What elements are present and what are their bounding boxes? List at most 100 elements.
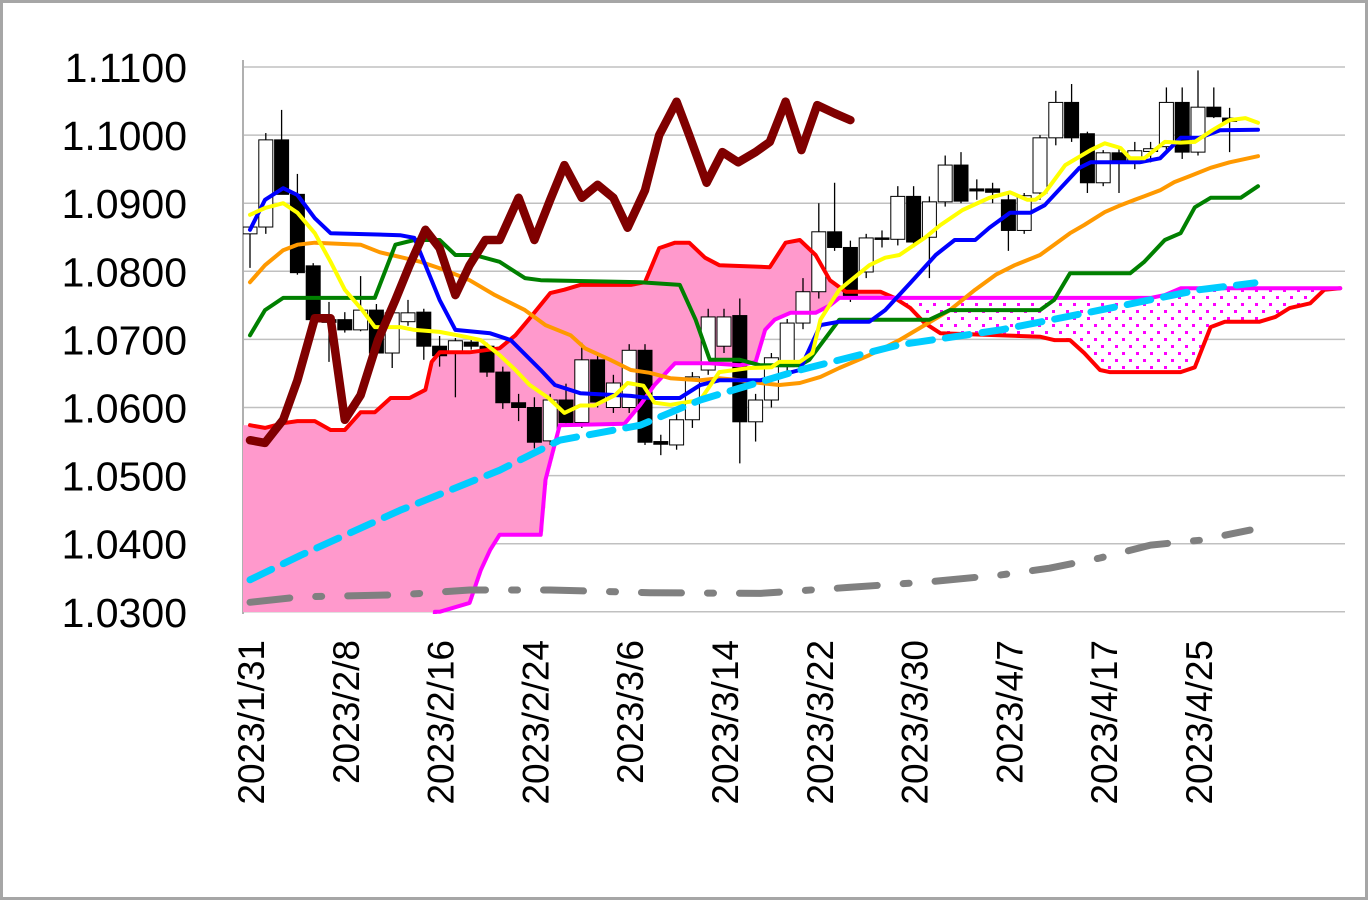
candle-bullish [716, 316, 732, 347]
cloud-bullish-slice [409, 397, 412, 612]
cloud-bullish-slice [465, 352, 468, 605]
cloud-bullish-slice [259, 426, 262, 612]
cloud-bearish-slice [1165, 295, 1168, 373]
cloud-bullish-slice [551, 292, 554, 459]
candle-bearish [969, 188, 985, 192]
candle-bearish [1079, 133, 1095, 184]
cloud-bearish-slice [1169, 293, 1172, 373]
cloud-bullish-slice [319, 423, 322, 612]
cloud-bearish-slice [1159, 296, 1162, 373]
cloud-bullish-slice [387, 401, 390, 612]
y-tick-label: 1.0600 [62, 386, 187, 432]
cloud-bullish-slice [803, 242, 806, 313]
cloud-bearish-slice [1035, 297, 1038, 337]
cloud-bullish-slice [651, 267, 654, 390]
cloud-bullish-slice [703, 255, 706, 364]
cloud-bearish-slice [1099, 297, 1102, 369]
cloud-bullish-slice [583, 284, 586, 425]
cloud-bullish-slice [331, 429, 334, 612]
cloud-bullish-slice [439, 353, 442, 612]
cloud-bullish-slice [461, 352, 464, 606]
cloud-bearish-slice [905, 297, 908, 305]
cloud-bearish-slice [1005, 297, 1008, 336]
cloud-bullish-slice [431, 364, 434, 612]
cloud-bearish-slice [1039, 297, 1042, 337]
cloud-bullish-slice [445, 352, 448, 611]
cloud-bullish-slice [797, 240, 800, 313]
cloud-bearish-slice [947, 297, 950, 334]
candle-bearish [337, 319, 353, 331]
cloud-bullish-slice [251, 425, 254, 612]
candle-bullish [937, 164, 953, 203]
cloud-bullish-slice [877, 291, 880, 298]
cloud-bullish-slice [593, 284, 596, 425]
candle-bearish [953, 164, 969, 202]
cloud-bullish-slice [335, 429, 338, 612]
cloud-bearish-slice [949, 297, 952, 334]
cloud-bullish-slice [561, 290, 564, 426]
cloud-bearish-slice [1147, 297, 1150, 373]
cloud-bullish-slice [731, 265, 734, 365]
cloud-bearish-slice [1155, 297, 1158, 373]
cloud-bearish-slice [1161, 295, 1164, 373]
cloud-bullish-slice [831, 280, 834, 305]
cloud-bearish-slice [1315, 288, 1318, 299]
cloud-bullish-slice [485, 350, 488, 561]
cloud-bearish-slice [1225, 288, 1228, 322]
cloud-bullish-slice [511, 338, 514, 535]
x-tick-label: 2023/4/17 [1084, 640, 1125, 805]
cloud-bullish-slice [725, 265, 728, 365]
cloud-bullish-slice [351, 423, 354, 612]
cloud-bearish-slice [1179, 289, 1182, 373]
cloud-bearish-slice [1111, 297, 1114, 373]
cloud-bearish-slice [923, 297, 926, 322]
cloud-bullish-slice [619, 284, 622, 424]
cloud-bullish-slice [665, 246, 668, 374]
cloud-bullish-slice [663, 246, 666, 376]
cloud-bearish-slice [987, 297, 990, 335]
cloud-bearish-slice [1187, 288, 1190, 370]
candle-bullish [795, 291, 811, 324]
cloud-bearish-slice [1149, 297, 1152, 373]
cloud-bullish-slice [791, 241, 794, 313]
x-tick-label: 2023/2/8 [326, 640, 367, 784]
cloud-bearish-slice [983, 297, 986, 335]
cloud-bullish-slice [299, 421, 302, 612]
cloud-bullish-slice [289, 422, 292, 612]
cloud-bearish-slice [975, 297, 978, 335]
candle-bearish [653, 441, 669, 445]
indicator-lines [245, 97, 1343, 614]
cloud-bullish-slice [785, 243, 788, 316]
cloud-bearish-slice [1285, 288, 1288, 311]
cloud-bullish-slice [771, 265, 774, 324]
cloud-bearish-slice [1013, 297, 1016, 336]
cloud-bullish-slice [795, 240, 798, 313]
cloud-bearish-slice [907, 297, 910, 306]
cloud-bearish-slice [957, 297, 960, 334]
cloud-bullish-slice [641, 282, 644, 404]
cloud-bearish-slice [1113, 297, 1116, 373]
cloud-bearish-slice [997, 297, 1000, 336]
cloud-bullish-slice [371, 412, 374, 612]
cloud-bearish-slice [1231, 288, 1234, 322]
cloud-bullish-slice [365, 412, 368, 612]
cloud-bullish-slice [633, 284, 636, 414]
cloud-bullish-slice [591, 284, 594, 425]
cloud-bearish-slice [1037, 297, 1040, 337]
cloud-bullish-slice [873, 291, 876, 298]
cloud-bullish-slice [773, 262, 776, 322]
cloud-bullish-slice [373, 412, 376, 612]
cloud-bearish-slice [1033, 297, 1036, 337]
cloud-bearish-slice [1205, 288, 1208, 342]
cloud-bearish-slice [1079, 297, 1082, 349]
cloud-bullish-slice [691, 244, 694, 364]
cloud-bearish-slice [903, 297, 906, 304]
cloud-bullish-slice [679, 242, 682, 364]
cloud-bearish-slice [1041, 297, 1044, 337]
y-tick-label: 1.1100 [65, 45, 187, 91]
cloud-bullish-slice [505, 343, 508, 535]
cloud-bearish-slice [1027, 297, 1030, 337]
cloud-bearish-slice [1129, 297, 1132, 373]
cloud-bearish-slice [1043, 297, 1046, 338]
cloud-bearish-slice [1181, 288, 1184, 372]
